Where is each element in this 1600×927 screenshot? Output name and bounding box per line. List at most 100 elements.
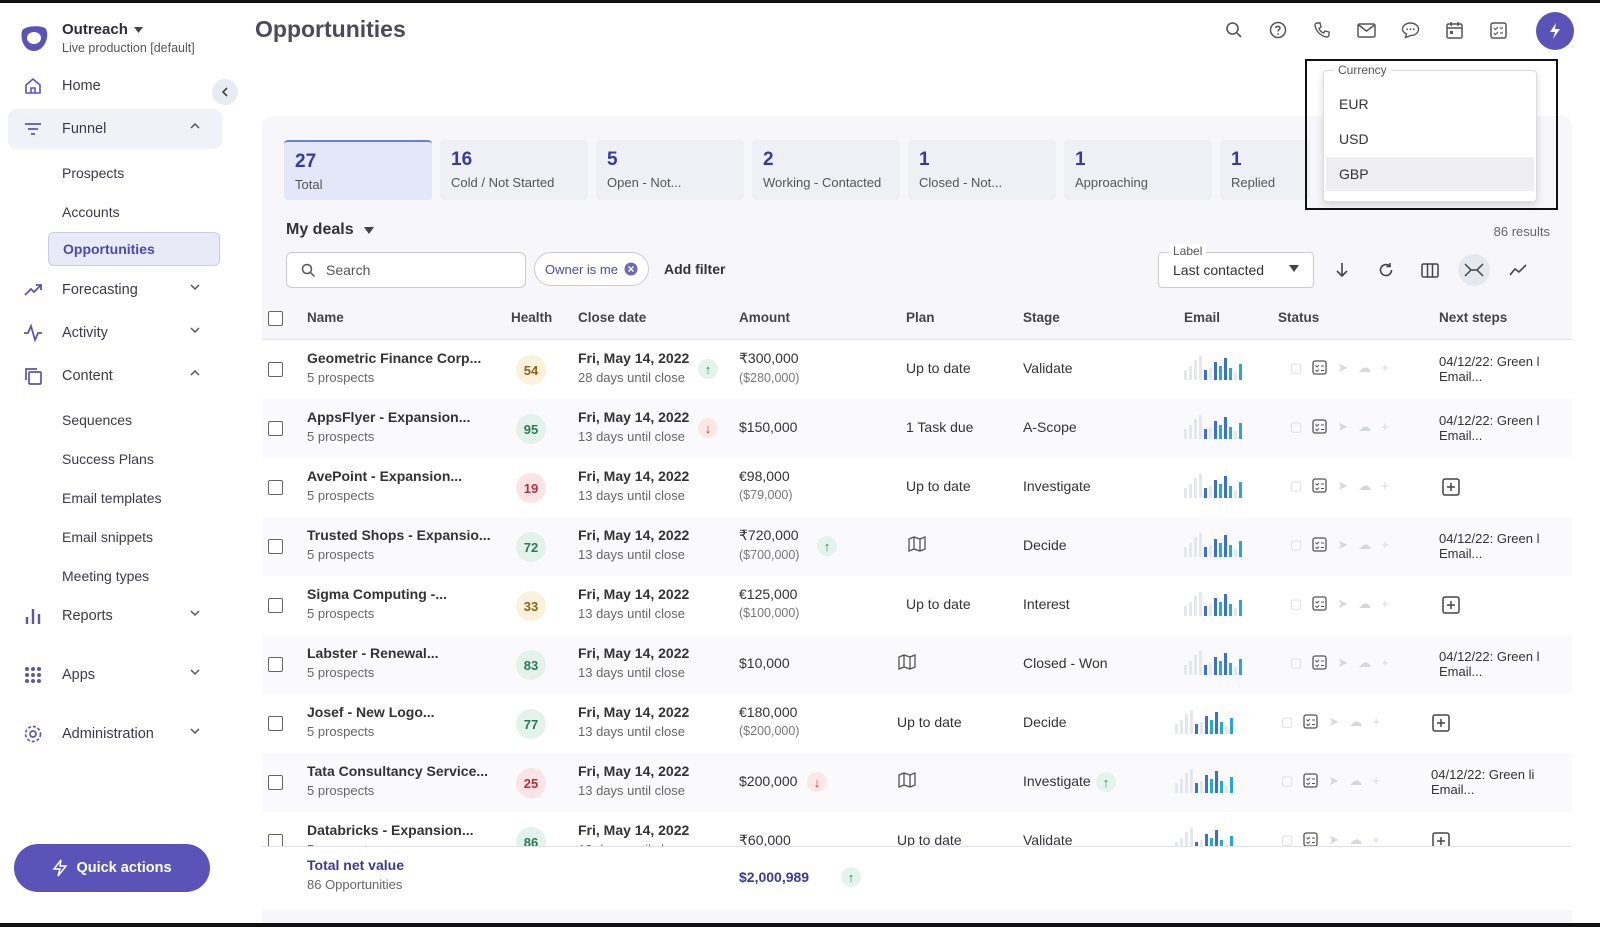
deal-name[interactable]: Trusted Shops - Expansio... [307, 527, 491, 543]
table-row[interactable]: Josef - New Logo... 5 prospects 77 Fri, … [262, 694, 1572, 754]
currency-option-gbp[interactable]: GBP [1326, 157, 1534, 191]
status-tasks-icon[interactable] [1303, 773, 1318, 791]
status-tasks-icon[interactable] [1312, 537, 1327, 555]
deal-name[interactable]: Sigma Computing -... [307, 586, 447, 602]
col-stage[interactable]: Stage [1023, 310, 1060, 325]
close-icon[interactable] [624, 262, 638, 276]
currency-option-usd[interactable]: USD [1339, 131, 1369, 147]
deal-name-cell[interactable]: AppsFlyer - Expansion... 5 prospects [307, 409, 470, 444]
help-icon[interactable] [1264, 16, 1292, 44]
row-checkbox[interactable] [268, 598, 283, 613]
row-checkbox[interactable] [268, 775, 283, 790]
currency-dropdown[interactable]: Currency EUR USD GBP [1323, 63, 1537, 202]
deal-name[interactable]: Geometric Finance Corp... [307, 350, 482, 366]
row-checkbox[interactable] [268, 657, 283, 672]
deal-name[interactable]: Labster - Renewal... [307, 645, 439, 661]
sort-direction-button[interactable] [1326, 254, 1358, 286]
deal-name-cell[interactable]: Trusted Shops - Expansio... 5 prospects [307, 527, 491, 562]
table-row[interactable]: Labster - Renewal... 5 prospects 83 Fri,… [262, 635, 1572, 695]
status-tasks-icon[interactable] [1303, 714, 1318, 732]
sidebar-item-opportunities[interactable]: Opportunities [48, 232, 220, 266]
stage-card-total[interactable]: 27 Total [284, 140, 432, 200]
status-tasks-icon[interactable] [1312, 360, 1327, 378]
status-tasks-icon[interactable] [1312, 419, 1327, 437]
col-name[interactable]: Name [307, 310, 344, 325]
row-checkbox[interactable] [268, 480, 283, 495]
col-next-steps[interactable]: Next steps [1439, 310, 1508, 325]
col-plan[interactable]: Plan [906, 310, 935, 325]
phone-icon[interactable] [1308, 16, 1336, 44]
calendar-icon[interactable] [1440, 16, 1468, 44]
stage-card-approaching[interactable]: 1 Approaching [1064, 140, 1212, 200]
status-tasks-icon[interactable] [1312, 655, 1327, 673]
collapse-sidebar-button[interactable] [212, 79, 238, 105]
sidebar-item-prospects[interactable]: Prospects [62, 165, 125, 181]
stage-card-closed[interactable]: 1 Closed - Not... [908, 140, 1056, 200]
row-checkbox[interactable] [268, 716, 283, 731]
add-next-step-icon[interactable] [1442, 596, 1460, 617]
col-email[interactable]: Email [1184, 310, 1221, 325]
deal-name[interactable]: Josef - New Logo... [307, 704, 435, 720]
columns-button[interactable] [1414, 254, 1446, 286]
row-checkbox[interactable] [268, 421, 283, 436]
sidebar-item-success-plans[interactable]: Success Plans [62, 451, 154, 467]
stage-card-working[interactable]: 2 Working - Contacted [752, 140, 900, 200]
brand[interactable]: Outreach Live production [default] [18, 21, 195, 55]
deal-name[interactable]: AvePoint - Expansion... [307, 468, 463, 484]
deal-name-cell[interactable]: Labster - Renewal... 5 prospects [307, 645, 438, 680]
table-row[interactable]: Trusted Shops - Expansio... 5 prospects … [262, 517, 1572, 577]
currency-option-eur[interactable]: EUR [1339, 96, 1369, 112]
col-close-date[interactable]: Close date [578, 310, 647, 325]
table-row[interactable]: AppsFlyer - Expansion... 5 prospects 95 … [262, 399, 1572, 459]
select-all-checkbox[interactable] [268, 311, 283, 326]
table-row[interactable]: Tata Consultancy Service... 5 prospects … [262, 753, 1572, 813]
map-icon[interactable] [898, 653, 916, 674]
search-icon[interactable] [1220, 16, 1248, 44]
collapse-view-button[interactable] [1458, 254, 1490, 286]
table-row[interactable]: Geometric Finance Corp... 5 prospects 54… [262, 340, 1572, 400]
deal-name-cell[interactable]: Geometric Finance Corp... 5 prospects [307, 350, 481, 385]
mail-icon[interactable] [1352, 16, 1380, 44]
deal-name[interactable]: Tata Consultancy Service... [307, 763, 489, 779]
quick-actions-avatar-button[interactable] [1536, 12, 1574, 50]
sidebar-item-email-snippets[interactable]: Email snippets [62, 529, 154, 545]
col-health[interactable]: Health [511, 310, 553, 325]
table-row[interactable]: Sigma Computing -... 5 prospects 33 Fri,… [262, 576, 1572, 636]
deal-name-cell[interactable]: AvePoint - Expansion... 5 prospects [307, 468, 462, 503]
status-tasks-icon[interactable] [1312, 478, 1327, 496]
deal-name-cell[interactable]: Josef - New Logo... 5 prospects [307, 704, 435, 739]
map-icon[interactable] [898, 771, 916, 792]
row-checkbox[interactable] [268, 362, 283, 377]
add-next-step-icon[interactable] [1442, 478, 1460, 499]
col-status[interactable]: Status [1278, 310, 1320, 325]
status-tasks-icon[interactable] [1312, 596, 1327, 614]
chat-icon[interactable] [1396, 16, 1424, 44]
stage-card-open[interactable]: 5 Open - Not... [596, 140, 744, 200]
quick-actions-button[interactable]: Quick actions [14, 844, 210, 892]
add-filter-button[interactable]: Add filter [664, 261, 726, 277]
sidebar-item-reports[interactable]: Reports [8, 596, 222, 636]
deal-name[interactable]: Databricks - Expansion... [307, 822, 474, 838]
sidebar-item-funnel[interactable]: Funnel [8, 109, 222, 149]
stage-card-cold[interactable]: 16 Cold / Not Started [440, 140, 588, 200]
deal-name-cell[interactable]: Tata Consultancy Service... 5 prospects [307, 763, 488, 798]
sidebar-item-forecasting[interactable]: Forecasting [8, 270, 222, 310]
sidebar-item-email-templates[interactable]: Email templates [62, 490, 162, 506]
owner-filter-chip[interactable]: Owner is me [534, 252, 649, 286]
search-input[interactable]: Search [286, 252, 526, 288]
sidebar-item-home[interactable]: Home [8, 66, 222, 106]
sidebar-item-accounts[interactable]: Accounts [62, 204, 120, 220]
view-selector[interactable]: My deals [286, 221, 374, 239]
tasks-icon[interactable] [1484, 16, 1512, 44]
row-checkbox[interactable] [268, 539, 283, 554]
sort-label-select[interactable]: Label Last contacted [1158, 244, 1314, 288]
deal-name-cell[interactable]: Sigma Computing -... 5 prospects [307, 586, 447, 621]
map-icon[interactable] [908, 535, 926, 556]
sidebar-item-activity[interactable]: Activity [8, 313, 222, 353]
stage-card-replied[interactable]: 1 Replied [1220, 140, 1310, 200]
sidebar-item-content[interactable]: Content [8, 356, 222, 396]
deal-name[interactable]: AppsFlyer - Expansion... [307, 409, 471, 425]
sidebar-item-administration[interactable]: Administration [8, 714, 222, 754]
table-row[interactable]: AvePoint - Expansion... 5 prospects 19 F… [262, 458, 1572, 518]
sidebar-item-meeting-types[interactable]: Meeting types [62, 568, 150, 584]
